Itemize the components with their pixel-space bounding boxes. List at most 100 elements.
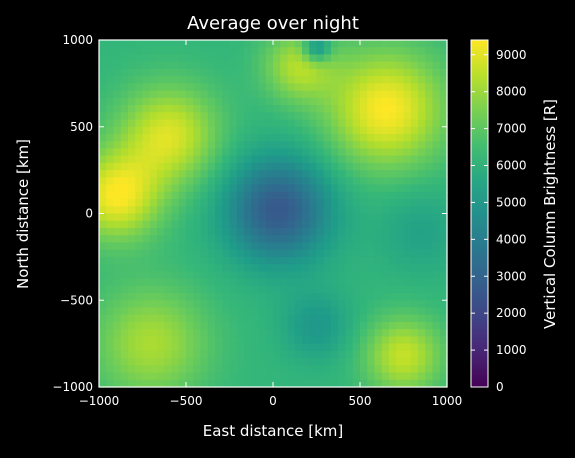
heatmap-cell <box>207 141 216 150</box>
heatmap-cell <box>432 285 441 294</box>
heatmap-cell <box>164 90 173 99</box>
heatmap-cell <box>120 379 129 388</box>
heatmap-cell <box>142 162 151 171</box>
heatmap-cell <box>135 285 144 294</box>
heatmap-cell <box>294 141 303 150</box>
heatmap-cell <box>186 285 194 294</box>
heatmap-cell <box>439 170 448 178</box>
heatmap-cell <box>410 307 419 316</box>
heatmap-cell <box>207 278 216 287</box>
heatmap-cell <box>200 350 209 359</box>
heatmap-cell <box>128 213 136 222</box>
heatmap-cell <box>410 76 419 84</box>
heatmap-cell <box>381 314 390 323</box>
heatmap-cell <box>287 177 296 186</box>
heatmap-cell <box>323 47 332 56</box>
heatmap-cell <box>229 314 238 323</box>
heatmap-cell <box>215 105 223 113</box>
colorbar-frame <box>470 39 489 388</box>
heatmap-cell <box>410 119 419 128</box>
colorbar-tick-label: 8000 <box>496 85 527 99</box>
heatmap-cell <box>360 329 368 337</box>
heatmap-cell <box>316 350 325 359</box>
heatmap-cell <box>120 307 129 316</box>
heatmap-cell <box>149 68 158 77</box>
heatmap-cell <box>331 68 339 77</box>
heatmap-cell <box>345 293 354 301</box>
heatmap-cell <box>280 184 289 193</box>
heatmap-cell <box>323 141 332 150</box>
heatmap-cell <box>432 112 441 121</box>
heatmap-cell <box>403 235 412 244</box>
heatmap-cell <box>171 40 180 48</box>
heatmap-cell <box>149 329 158 337</box>
heatmap-cell <box>331 112 339 121</box>
heatmap-cell <box>193 191 202 200</box>
heatmap-cell <box>229 141 238 150</box>
heatmap-cell <box>425 227 434 236</box>
heatmap-cell <box>164 358 173 366</box>
heatmap-cell <box>338 300 347 309</box>
heatmap-cell <box>113 170 122 178</box>
heatmap-cell <box>207 177 216 186</box>
heatmap-cell <box>280 336 289 345</box>
heatmap-cell <box>244 126 252 135</box>
heatmap-cell <box>381 271 390 280</box>
heatmap-cell <box>186 227 194 236</box>
heatmap-cell <box>244 307 252 316</box>
heatmap-cell <box>396 372 405 381</box>
heatmap-cell <box>418 184 426 193</box>
heatmap-cell <box>439 271 448 280</box>
heatmap-cell <box>207 379 216 388</box>
heatmap-cell <box>294 285 303 294</box>
heatmap-cell <box>381 162 390 171</box>
heatmap-cell <box>215 213 223 222</box>
heatmap-cell <box>345 155 354 164</box>
heatmap-cell <box>157 97 165 106</box>
heatmap-cell <box>236 264 245 272</box>
heatmap-cell <box>439 105 448 113</box>
heatmap-cell <box>381 170 390 178</box>
heatmap-cell <box>309 68 318 77</box>
heatmap-cell <box>222 365 231 374</box>
heatmap-cell <box>120 83 129 92</box>
heatmap-cell <box>418 40 426 48</box>
heatmap-cell <box>157 141 165 150</box>
heatmap-cell <box>215 177 223 186</box>
heatmap-cell <box>244 61 252 70</box>
heatmap-cell <box>128 336 136 345</box>
heatmap-cell <box>251 372 260 381</box>
heatmap-cell <box>265 293 274 301</box>
heatmap-cell <box>294 278 303 287</box>
heatmap-cell <box>135 68 144 77</box>
heatmap-cell <box>120 227 129 236</box>
heatmap-cell <box>410 141 419 150</box>
heatmap-cell <box>316 314 325 323</box>
heatmap-cell <box>273 126 281 135</box>
heatmap-cell <box>164 177 173 186</box>
heatmap-cell <box>186 235 194 244</box>
heatmap-cell <box>418 379 426 388</box>
heatmap-cell <box>381 61 390 70</box>
heatmap-cell <box>367 76 376 84</box>
heatmap-cell <box>360 76 368 84</box>
heatmap-cell <box>352 321 361 330</box>
heatmap-cell <box>439 47 448 56</box>
heatmap-cell <box>178 119 187 128</box>
heatmap-cell <box>287 126 296 135</box>
heatmap-cell <box>294 300 303 309</box>
heatmap-cell <box>294 329 303 337</box>
heatmap-cell <box>186 307 194 316</box>
heatmap-cell <box>345 285 354 294</box>
heatmap-cell <box>273 191 281 200</box>
heatmap-cell <box>410 358 419 366</box>
heatmap-cell <box>309 227 318 236</box>
heatmap-cell <box>200 90 209 99</box>
heatmap-cell <box>229 300 238 309</box>
heatmap-cell <box>99 47 107 56</box>
heatmap-cell <box>244 76 252 84</box>
heatmap-cell <box>171 242 180 251</box>
heatmap-cell <box>439 350 448 359</box>
heatmap-cell <box>157 61 165 70</box>
heatmap-cell <box>302 235 310 244</box>
